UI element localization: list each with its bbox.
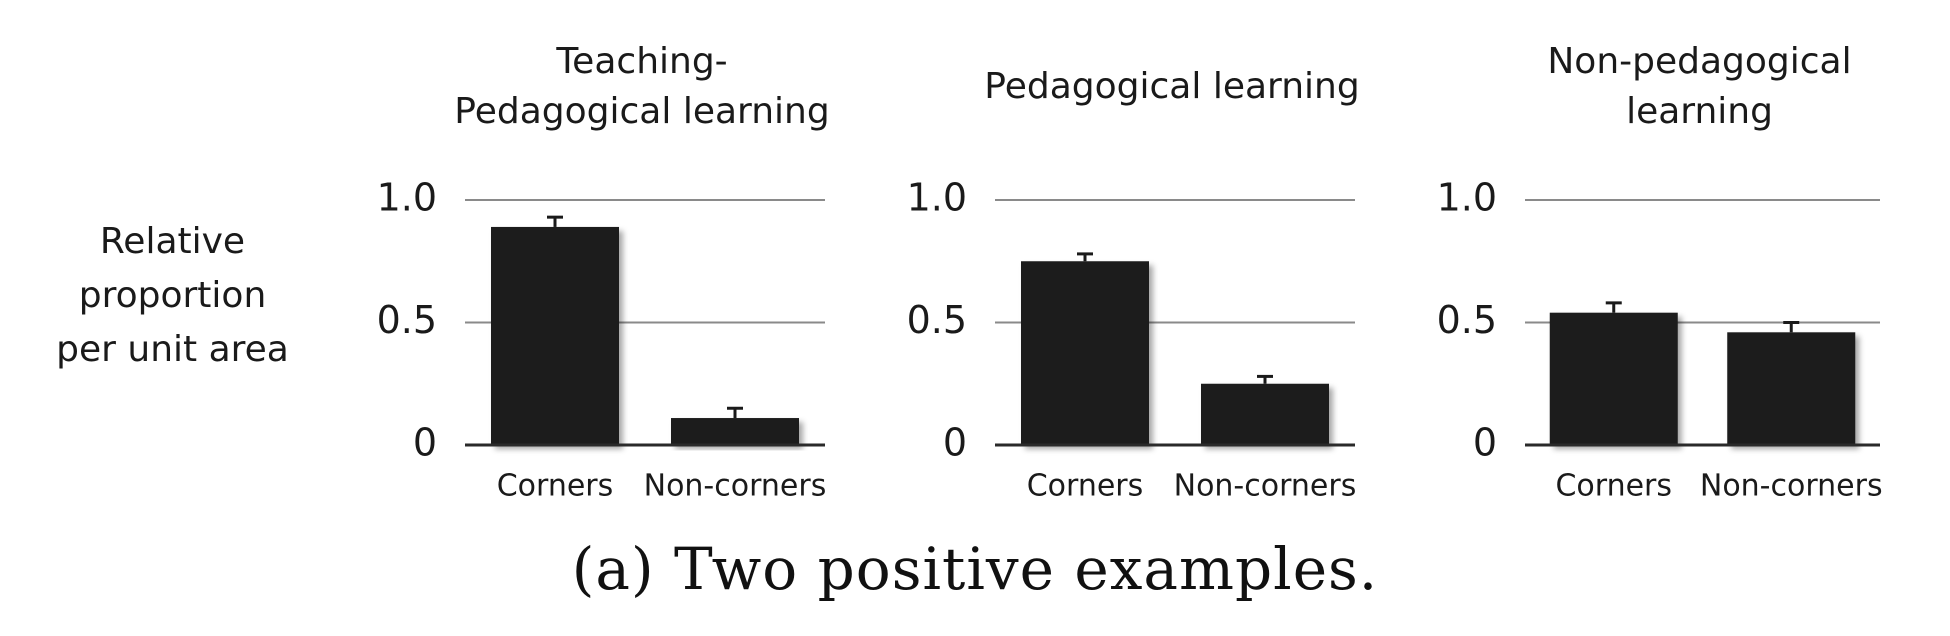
y-axis-label-line: per unit area	[56, 329, 289, 370]
x-tick-label: Corners	[497, 469, 614, 504]
figure-caption: (a) Two positive examples.	[571, 535, 1379, 603]
y-axis-label-line: proportion	[78, 275, 267, 316]
x-tick-label: Corners	[1027, 469, 1144, 504]
chart-title-line: learning	[1626, 91, 1773, 132]
y-tick-label: 0	[413, 421, 437, 465]
bar	[1727, 332, 1856, 445]
chart-title-line: Pedagogical learning	[454, 91, 829, 132]
x-tick-label: Non-corners	[644, 469, 827, 504]
y-axis-label: Relative proportion per unit area	[40, 215, 305, 377]
y-tick-label: 0.5	[1437, 298, 1497, 342]
bar	[1549, 312, 1678, 445]
x-tick-label: Corners	[1555, 469, 1672, 504]
bar	[1201, 383, 1329, 445]
chart-title-line: Pedagogical learning	[984, 66, 1359, 107]
y-tick-label: 1.0	[907, 176, 967, 220]
y-tick-label: 1.0	[1437, 176, 1497, 220]
chart-title-line: Non-pedagogical	[1547, 41, 1851, 82]
chart-title-line: Teaching-	[555, 41, 727, 82]
chart-panel: Pedagogical learning 0 0.5 1.0 Corners Non-co…	[907, 66, 1360, 504]
y-tick-label: 0	[1473, 421, 1497, 465]
y-tick-label: 0.5	[377, 298, 437, 342]
y-tick-label: 1.0	[377, 176, 437, 220]
bar	[671, 418, 799, 445]
chart-panel: Non-pedagogical learning 0 0.5 1.0 Corners Non…	[1437, 41, 1883, 504]
bar	[491, 226, 619, 445]
x-tick-label: Non-corners	[1174, 469, 1357, 504]
bar	[1021, 261, 1149, 445]
y-axis-label-line: Relative	[99, 221, 246, 262]
y-tick-label: 0.5	[907, 298, 967, 342]
chart-panel: Teaching- Pedagogical learning 0 0.5 1.0 Corn…	[377, 41, 830, 504]
x-tick-label: Non-corners	[1700, 469, 1883, 504]
y-tick-label: 0	[943, 421, 967, 465]
